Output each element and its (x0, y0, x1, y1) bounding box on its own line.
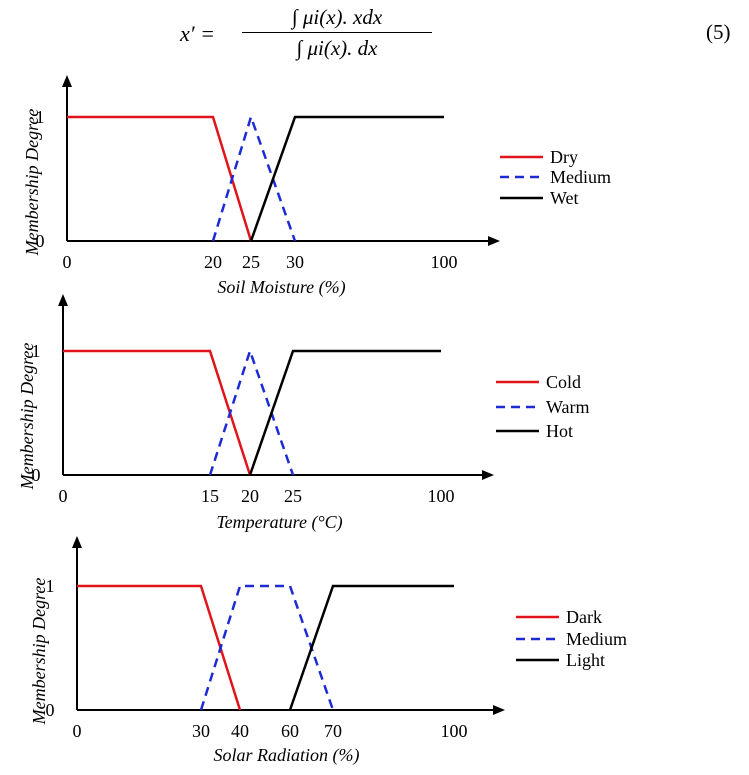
equation: x′ = ∫ μi(x). xdx ∫ μi(x). dx (180, 4, 440, 62)
equation-lhs: x′ = (180, 21, 215, 46)
x-tick-label: 60 (281, 721, 299, 741)
x-tick-label: 15 (201, 486, 219, 506)
series-line-1 (63, 349, 252, 476)
legend-label-1: Dark (566, 607, 602, 627)
x-tick-label: 0 (73, 721, 82, 741)
x-tick-label: 40 (231, 721, 249, 741)
legend-label-2: Medium (550, 167, 611, 187)
legend-label-1: Dry (550, 147, 578, 167)
legend-label-3: Light (566, 650, 605, 670)
x-tick-label: 20 (241, 486, 259, 506)
x-tick-label: 30 (192, 721, 210, 741)
x-axis-arrow (493, 705, 505, 715)
x-tick-label: 25 (284, 486, 302, 506)
x-tick-label: 100 (431, 252, 458, 272)
y-tick-label: 0 (46, 700, 55, 720)
series-line-3 (249, 115, 444, 242)
y-axis-label: Membership Degree (17, 343, 37, 491)
x-tick-label: 100 (428, 486, 455, 506)
x-tick-label: 20 (204, 252, 222, 272)
chart-panel-3: 0 1 0 30 40 60 70 100 Solar Radiation (%) Members… (29, 536, 627, 766)
legend-label-3: Hot (546, 421, 573, 441)
legend-label-2: Medium (566, 629, 627, 649)
x-tick-label: 100 (441, 721, 468, 741)
x-tick-label: 30 (286, 252, 304, 272)
y-axis-arrow (58, 294, 68, 306)
equation-denominator: ∫ μi(x). dx (296, 36, 378, 60)
x-tick-label: 70 (324, 721, 342, 741)
series-line-2 (208, 347, 295, 476)
y-tick-label: 1 (32, 341, 41, 361)
y-tick-label: 0 (32, 465, 41, 485)
series-line-3 (288, 584, 454, 711)
legend-label-1: Cold (546, 372, 581, 392)
series-line-2 (211, 113, 297, 242)
x-axis-label: Temperature (°C) (216, 512, 342, 533)
series-line-2 (199, 584, 335, 711)
y-axis-label: Membership Degree (29, 578, 49, 726)
y-axis-label: Membership Degree (22, 109, 42, 257)
x-tick-label: 0 (59, 486, 68, 506)
equation-fraction: ∫ μi(x). xdx ∫ μi(x). dx (242, 4, 432, 61)
legend-label-2: Warm (546, 397, 590, 417)
series-line-1 (77, 584, 242, 711)
x-axis-label: Soil Moisture (%) (217, 277, 345, 298)
equation-number: (5) (706, 20, 731, 44)
fraction-bar (242, 32, 432, 33)
x-axis-arrow (482, 470, 494, 480)
y-tick-label: 1 (46, 576, 55, 596)
series-line-3 (248, 349, 441, 476)
y-tick-label: 1 (36, 107, 45, 127)
x-axis-label: Solar Radiation (%) (214, 745, 360, 766)
y-tick-label: 0 (36, 231, 45, 251)
x-tick-label: 0 (63, 252, 72, 272)
y-axis-arrow (62, 75, 72, 87)
series-line-1 (67, 115, 253, 242)
x-axis-arrow (488, 236, 500, 246)
equation-numerator: ∫ μi(x). xdx (291, 5, 383, 29)
x-tick-label: 25 (242, 252, 260, 272)
y-axis-arrow (72, 536, 82, 548)
legend-label-3: Wet (550, 188, 579, 208)
